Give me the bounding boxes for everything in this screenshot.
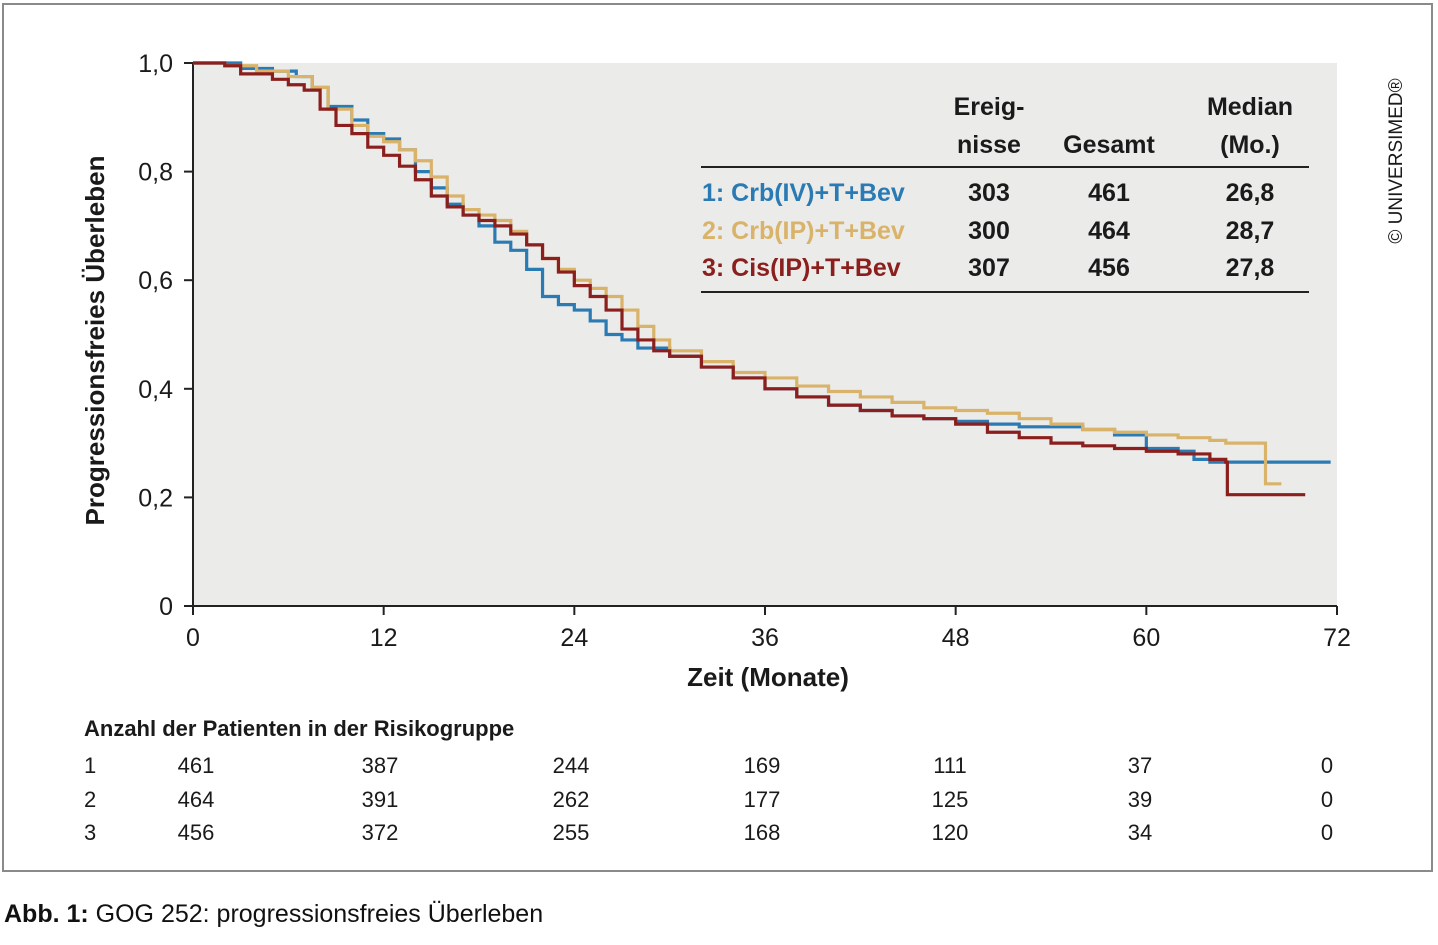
y-tick-label: 1,0 — [138, 50, 173, 78]
legend-series-label: 1: Crb(IV)+T+Bev — [702, 179, 905, 207]
legend-events-value: 300 — [968, 217, 1010, 245]
risk-table-value: 120 — [932, 820, 969, 845]
survival-curve-1 — [193, 61, 1331, 464]
figure-caption: Abb. 1: GOG 252: progressionsfreies Über… — [4, 900, 543, 929]
x-tick-label: 12 — [370, 624, 398, 652]
risk-table-value: 37 — [1128, 753, 1152, 778]
risk-table-group: 2 — [84, 787, 96, 812]
x-tick-label: 48 — [942, 624, 970, 652]
y-tick-label: 0,8 — [138, 159, 173, 187]
x-tick-label: 0 — [186, 624, 200, 652]
caption-prefix: Abb. 1: — [4, 900, 89, 928]
legend-header-line1: Ereig- — [954, 93, 1025, 121]
x-tick-label: 72 — [1323, 624, 1351, 652]
legend-total-value: 456 — [1088, 254, 1130, 282]
risk-table-value: 0 — [1321, 820, 1333, 845]
risk-table-value: 262 — [553, 787, 590, 812]
risk-table-value: 255 — [553, 820, 590, 845]
y-axis-title: Progressionsfreies Überleben — [80, 156, 110, 526]
risk-table-value: 39 — [1128, 787, 1152, 812]
legend-header-line2: nisse — [957, 131, 1021, 159]
y-tick-label: 0,2 — [138, 484, 173, 512]
risk-table-group: 1 — [84, 753, 96, 778]
legend-header-line1: Median — [1207, 93, 1293, 121]
risk-table-value: 169 — [744, 753, 781, 778]
legend-events-value: 307 — [968, 254, 1010, 282]
legend-median-value: 28,7 — [1226, 217, 1275, 245]
y-tick-label: 0,4 — [138, 376, 173, 404]
risk-table-value: 177 — [744, 787, 781, 812]
risk-table-value: 111 — [933, 753, 966, 778]
legend-series-label: 3: Cis(IP)+T+Bev — [702, 254, 901, 282]
risk-table-value: 387 — [362, 753, 399, 778]
legend-events-value: 303 — [968, 179, 1010, 207]
y-tick-label: 0,6 — [138, 267, 173, 295]
risk-table-value: 464 — [178, 787, 215, 812]
x-axis-title: Zeit (Monate) — [687, 662, 849, 692]
figure-frame: 0 0,2 0,4 0,6 0,8 1,0 0 12 24 36 48 60 72 Zeit (Monat… — [2, 3, 1433, 872]
plot-area — [193, 63, 1337, 606]
risk-table-value: 125 — [932, 787, 969, 812]
survival-curve-3 — [193, 61, 1306, 497]
legend-total-value: 464 — [1088, 217, 1130, 245]
legend-series-label: 2: Crb(IP)+T+Bev — [702, 217, 905, 245]
x-tick-label: 60 — [1132, 624, 1160, 652]
y-tick-label: 0 — [159, 593, 173, 621]
risk-table-value: 461 — [178, 753, 215, 778]
legend-median-value: 26,8 — [1226, 179, 1275, 207]
legend-header-line2: Gesamt — [1063, 131, 1155, 159]
risk-table-value: 391 — [362, 787, 399, 812]
legend-total-value: 461 — [1088, 179, 1130, 207]
risk-table-value: 168 — [744, 820, 781, 845]
x-tick-label: 36 — [751, 624, 779, 652]
x-tick-label: 24 — [560, 624, 588, 652]
risk-table-value: 244 — [553, 753, 590, 778]
risk-table-title: Anzahl der Patienten in der Risikogruppe — [84, 716, 514, 741]
risk-table-value: 0 — [1321, 753, 1333, 778]
caption-text: GOG 252: progressionsfreies Überleben — [88, 900, 544, 928]
legend-median-value: 27,8 — [1226, 254, 1275, 282]
legend-header-line2: (Mo.) — [1220, 131, 1280, 159]
risk-table-value: 372 — [362, 820, 399, 845]
risk-table-value: 0 — [1321, 787, 1333, 812]
risk-table-value: 34 — [1128, 820, 1152, 845]
copyright-notice: © UNIVERSIMED® — [1386, 78, 1407, 243]
risk-table-value: 456 — [178, 820, 215, 845]
risk-table-group: 3 — [84, 820, 96, 845]
